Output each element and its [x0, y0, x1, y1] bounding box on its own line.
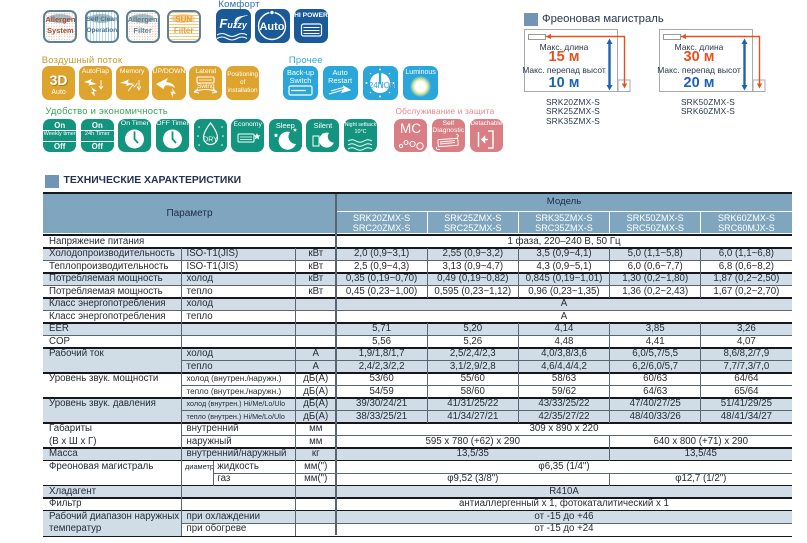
svg-text:24h: 24h [369, 81, 382, 90]
svg-text:ION: ION [382, 81, 396, 90]
svg-text:DRY: DRY [203, 137, 218, 144]
svg-text:Auto: Auto [260, 21, 285, 33]
